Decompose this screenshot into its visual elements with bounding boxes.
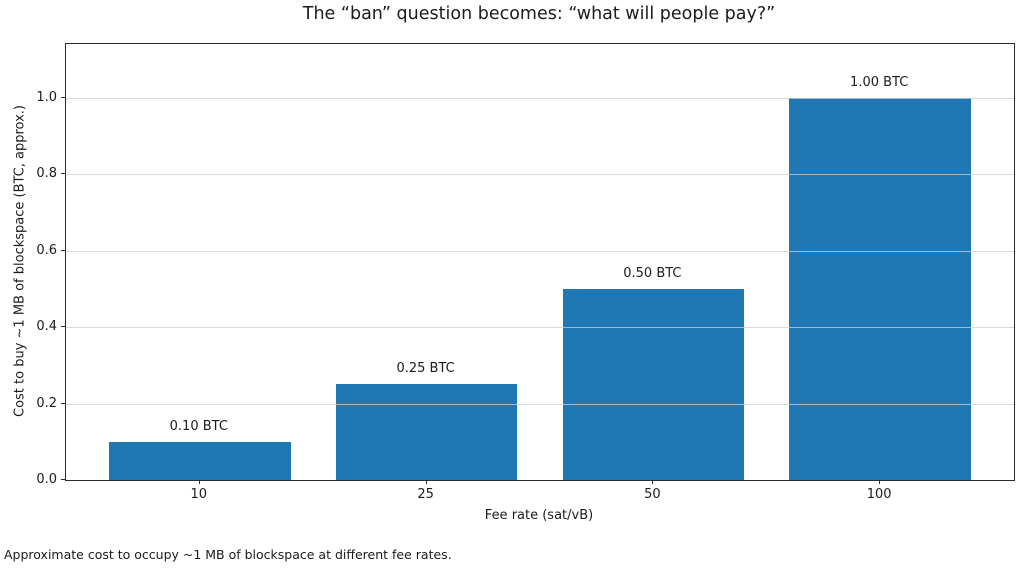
x-tick-label: 25	[417, 487, 434, 502]
gridline	[66, 250, 1014, 252]
y-tick-mark	[61, 173, 65, 175]
gridline	[66, 403, 1014, 405]
bar	[789, 97, 971, 480]
figure-caption: Approximate cost to occupy ~1 MB of bloc…	[4, 547, 452, 562]
bar-value-label: 0.25 BTC	[396, 361, 455, 377]
gridline	[66, 327, 1014, 329]
x-tick-label: 100	[866, 487, 892, 502]
gridline	[66, 97, 1014, 99]
y-axis-label: Cost to buy ~1 MB of blockspace (BTC, ap…	[12, 104, 28, 418]
y-tick-mark	[61, 96, 65, 98]
y-tick-label: 1.0	[36, 89, 57, 105]
y-tick-mark	[61, 402, 65, 404]
y-tick-label: 0.2	[36, 395, 57, 411]
x-tick-mark	[198, 480, 200, 484]
bar	[562, 288, 745, 480]
y-tick-label: 0.6	[36, 242, 57, 258]
x-tick-mark	[425, 480, 427, 484]
bar-value-label: 0.50 BTC	[623, 265, 682, 281]
y-tick-label: 0.4	[36, 319, 57, 335]
x-tick-label: 10	[190, 487, 208, 502]
plot-area	[65, 43, 1015, 481]
bar-value-label: 1.00 BTC	[850, 74, 909, 90]
gridline	[66, 174, 1014, 176]
bar	[109, 441, 291, 480]
bar-value-label: 0.10 BTC	[169, 418, 228, 434]
x-tick-mark	[652, 480, 654, 484]
x-axis-label: Fee rate (sat/vB)	[484, 508, 594, 523]
chart-title: The “ban” question becomes: “what will p…	[302, 4, 776, 24]
y-tick-label: 0.8	[36, 166, 57, 182]
x-tick-mark	[879, 480, 881, 484]
y-tick-mark	[61, 479, 65, 480]
y-tick-mark	[61, 249, 65, 251]
y-tick-label: 0.0	[36, 472, 57, 487]
bar	[335, 384, 518, 480]
y-tick-mark	[61, 326, 65, 328]
x-tick-label: 50	[644, 487, 661, 502]
